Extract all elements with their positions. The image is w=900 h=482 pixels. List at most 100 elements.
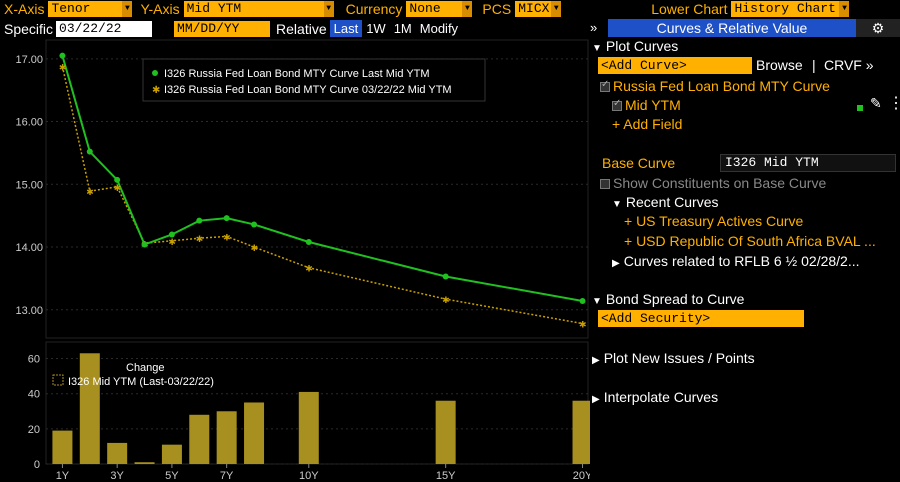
recent-curve-item[interactable]: + US Treasury Actives Curve [624,213,804,229]
chevron-down-icon: ▼ [839,1,850,17]
range-last-button[interactable]: Last [329,20,363,37]
triangle-down-icon: ▼ [612,199,622,210]
legend-box [142,58,486,102]
lower-chart: 0 20 40 60 1Y 3Y 5Y 7Y 10Y 15Y 20Y [28,341,590,482]
show-constituents-checkbox[interactable] [600,179,610,190]
change-bar [216,411,237,464]
base-curve-label: Base Curve [602,155,676,171]
gear-icon[interactable]: ⚙ [856,19,900,37]
lower-chart-label: Lower Chart [651,1,728,17]
change-bar [572,400,590,464]
x-tick-label: 7Y [220,470,234,482]
curve-chart[interactable]: 17.00 16.00 15.00 14.00 13.00 ✱ ✱ ✱ ✱ ✱ ✱ ✱ ✱ ✱ ✱ ✱ 0 20… [0,38,590,482]
browse-link[interactable]: Browse [756,57,803,73]
interpolate-curves-section[interactable]: ▶ Interpolate Curves [592,389,719,405]
change-bar [107,442,128,464]
x-tick-label: 5Y [165,470,179,482]
show-constituents-row[interactable]: Show Constituents on Base Curve [600,175,826,191]
collapse-panel-button[interactable]: » [590,20,598,35]
field-checkbox[interactable] [612,98,622,112]
triangle-down-icon: ▼ [592,296,602,307]
x-tick-label: 3Y [110,470,124,482]
legend-label-hist: I326 Russia Fed Loan Bond MTY Curve 03/2… [164,84,452,96]
pencil-icon[interactable]: ✎ [870,95,882,111]
plot-curves-section[interactable]: ▼ Plot Curves [592,38,679,54]
add-field-link[interactable]: + Add Field [612,116,683,132]
y-tick-label: 16.00 [15,117,43,129]
crvf-link[interactable]: CRVF » [824,57,874,73]
specific-date-input[interactable]: 03/22/22 [56,20,153,37]
y-tick-label: 13.00 [15,305,43,317]
xaxis-dropdown[interactable]: Tenor ▼ [48,1,133,17]
field-row[interactable]: Mid YTM [612,97,681,113]
legend-label-last: I326 Russia Fed Loan Bond MTY Curve Last… [164,68,430,80]
lower-legend-title: Change [126,362,165,374]
series-point-hist: ✱ [442,295,450,305]
tab-curves-relative-value[interactable]: Curves & Relative Value [608,19,856,37]
chevron-down-icon: ▼ [323,1,334,17]
more-icon[interactable]: ⋮ [888,95,900,112]
relative-label: Relative [276,20,327,37]
y-tick-label: 15.00 [15,179,43,191]
currency-dropdown[interactable]: None ▼ [406,1,473,17]
curve-checkbox[interactable] [600,79,610,93]
lower-legend-marker [52,374,64,386]
range-1m-button[interactable]: 1M [393,21,412,36]
range-1w-button[interactable]: 1W [366,21,386,36]
change-bar [298,391,319,464]
modify-button[interactable]: Modify [419,21,459,36]
pcs-label: PCS [482,1,512,17]
series-point-last [442,273,449,280]
legend-marker-hist: ✱ [152,85,160,96]
currency-label: Currency [345,1,403,17]
triangle-right-icon: ▶ [592,394,600,405]
change-bar [134,462,155,464]
series-point-last [305,239,312,246]
series-point-hist: ✱ [86,187,94,197]
pcs-dropdown[interactable]: MICX ▼ [515,1,562,17]
series-point-hist: ✱ [196,234,204,244]
series-point-last [579,297,586,304]
x-tick-label: 1Y [56,470,70,482]
y-tick-label: 20 [28,424,40,436]
y-tick-label: 0 [34,459,40,471]
yaxis-dropdown[interactable]: Mid YTM ▼ [183,1,334,17]
series-point-hist: ✱ [223,232,231,242]
change-bar [189,414,210,464]
recent-curves-section[interactable]: ▼ Recent Curves [612,194,719,210]
lower-legend: Change I326 Mid YTM (Last-03/22/22) [52,362,214,388]
change-bar [161,444,182,464]
series-point-last [114,176,121,183]
series-point-hist: ✱ [579,320,587,330]
add-security-input[interactable]: <Add Security> [598,310,804,327]
series-point-hist: ✱ [59,62,67,72]
add-curve-input[interactable]: <Add Curve> [598,57,752,74]
curve-row[interactable]: Russia Fed Loan Bond MTY Curve [600,78,830,94]
xaxis-label: X-Axis [4,1,45,17]
compare-date-input[interactable]: MM/DD/YY [174,20,271,37]
lower-chart-dropdown[interactable]: History Chart ▼ [731,1,850,17]
y-tick-label: 40 [28,389,40,401]
chevron-down-icon: ▼ [122,1,133,17]
series-color-swatch[interactable] [857,105,863,111]
plot-new-issues-section[interactable]: ▶ Plot New Issues / Points [592,350,755,366]
series-point-hist: ✱ [251,243,259,253]
series-point-last [86,148,93,155]
base-curve-input[interactable]: I326 Mid YTM [720,154,896,172]
related-curves-section[interactable]: ▶ Curves related to RFLB 6 ½ 02/28/2... [612,253,860,269]
series-point-last [196,217,203,224]
chevron-down-icon: ▼ [551,1,562,17]
y-tick-label: 17.00 [15,54,43,66]
series-point-last [223,215,230,222]
bond-spread-section[interactable]: ▼ Bond Spread to Curve [592,291,745,307]
change-bar [244,402,265,464]
series-point-last [251,221,258,228]
chevron-down-icon: ▼ [462,1,473,17]
change-bar [79,353,100,464]
series-point-hist: ✱ [114,183,122,193]
date-toolbar: Specific 03/22/22 MM/DD/YY Relative Last… [0,19,900,38]
specific-label: Specific [4,20,54,37]
yaxis-label: Y-Axis [140,1,180,17]
curves-panel: ▼ Plot Curves <Add Curve> Browse | CRVF »… [590,38,900,482]
recent-curve-item[interactable]: + USD Republic Of South Africa BVAL ... [624,233,876,249]
